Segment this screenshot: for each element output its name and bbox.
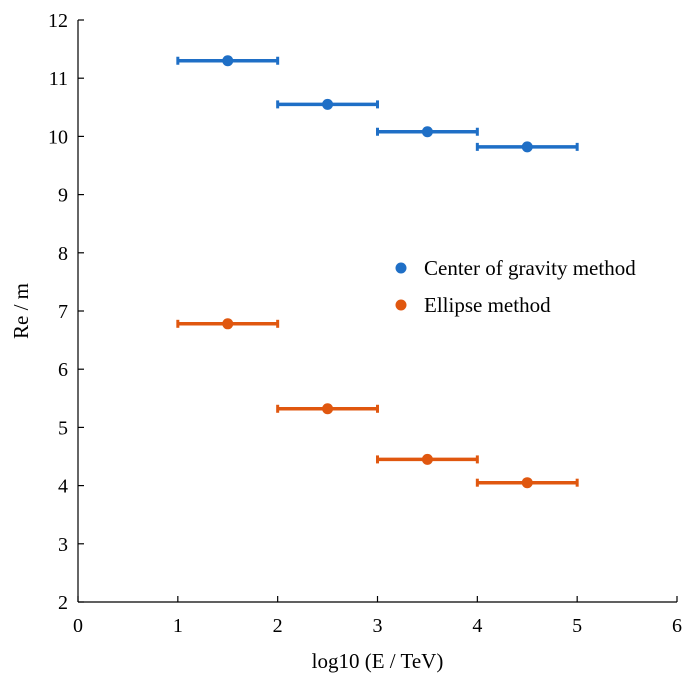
y-tick-label: 4: [58, 476, 68, 498]
y-tick-label: 7: [58, 301, 68, 323]
x-tick-label: 1: [173, 615, 183, 637]
x-tick-label: 0: [73, 615, 83, 637]
y-tick-label: 10: [48, 126, 68, 148]
y-tick-label: 12: [48, 10, 68, 32]
legend: Center of gravity method Ellipse method: [395, 256, 636, 317]
ellipse-data-point: [421, 453, 433, 465]
series-marks: [176, 55, 579, 489]
y-tick-label: 11: [49, 68, 68, 90]
center-of-gravity-data-point: [521, 141, 533, 153]
y-tick-label: 2: [58, 592, 68, 614]
y-tick-label: 3: [58, 534, 68, 556]
legend-label-center-of-gravity: Center of gravity method: [424, 256, 636, 280]
y-tick-label: 8: [58, 243, 68, 265]
legend-marker-center-of-gravity: [395, 262, 407, 274]
ellipse-data-point: [521, 477, 533, 489]
y-tick-label: 5: [58, 417, 68, 439]
y-tick-label: 6: [58, 359, 68, 381]
x-tick-label: 6: [672, 615, 682, 637]
x-tick-label: 5: [572, 615, 582, 637]
x-axis-ticks: 0 1 2 3 4 5 6: [73, 596, 682, 637]
y-axis-title: Re / m: [9, 283, 33, 339]
legend-label-ellipse: Ellipse method: [424, 293, 551, 317]
x-tick-label: 4: [472, 615, 482, 637]
y-tick-label: 9: [58, 185, 68, 207]
x-tick-label: 2: [273, 615, 283, 637]
center-of-gravity-data-point: [222, 55, 234, 67]
x-tick-label: 3: [373, 615, 383, 637]
center-of-gravity-data-point: [421, 126, 433, 138]
y-axis-ticks: 2 3 4 5 6 7 8 9 10 11 12: [48, 10, 84, 614]
ellipse-data-point: [222, 318, 234, 330]
x-axis-title: log10 (E / TeV): [312, 649, 444, 673]
center-of-gravity-data-point: [322, 98, 334, 110]
legend-marker-ellipse: [395, 299, 407, 311]
ellipse-data-point: [322, 403, 334, 415]
